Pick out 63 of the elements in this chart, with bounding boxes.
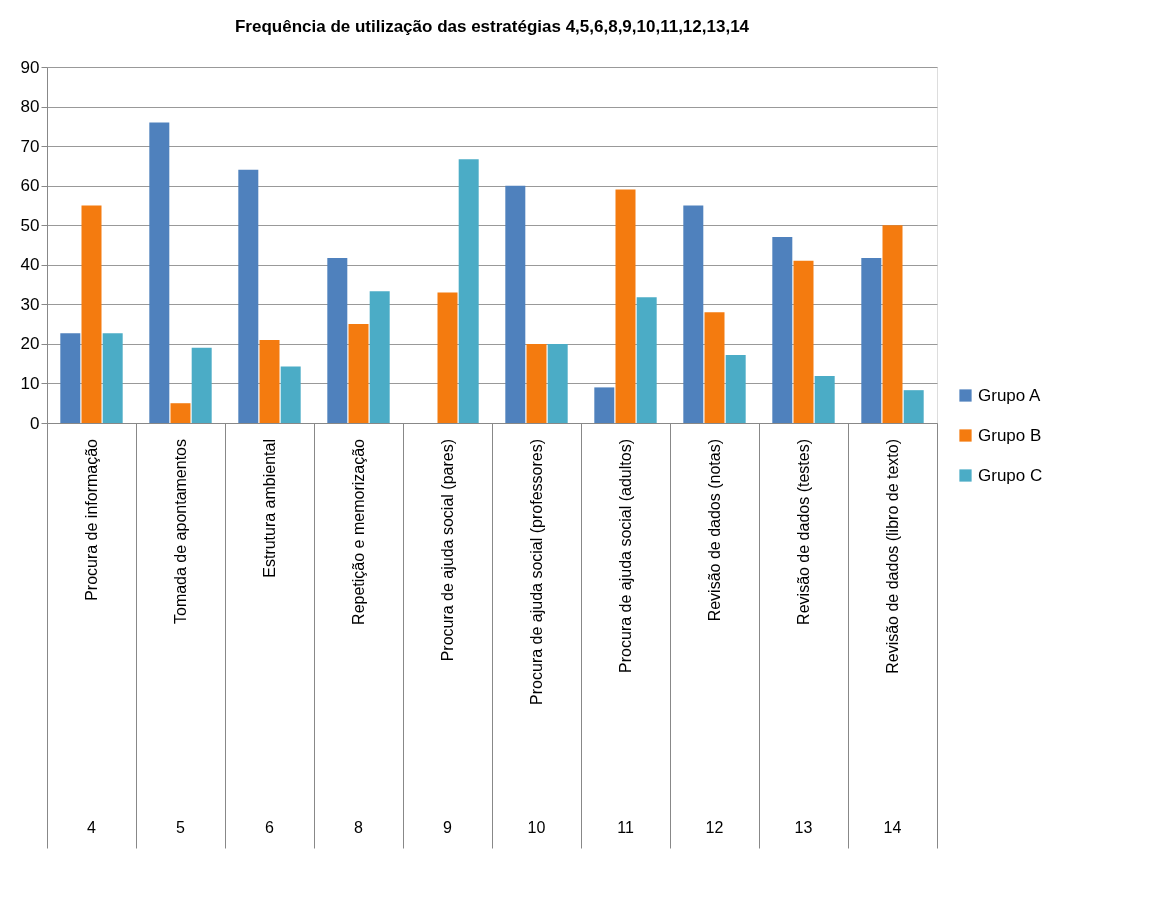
x-tick-label: Revisão de dados (notas) <box>705 439 723 622</box>
bar <box>149 122 170 423</box>
chart-title: Frequência de utilização das estratégias 4,5,6,8,9,10,11,12,13,14 <box>234 17 750 36</box>
y-tick-label: 20 <box>20 334 40 354</box>
bar <box>259 339 280 423</box>
y-tick-label: 90 <box>20 57 40 77</box>
bar <box>60 333 81 423</box>
bar <box>547 343 568 423</box>
text: 12 <box>705 819 724 836</box>
y-tick-label: 80 <box>20 97 40 117</box>
bar <box>437 292 458 423</box>
bar <box>81 205 102 423</box>
bar <box>636 297 657 423</box>
bar <box>615 189 636 423</box>
text: 6 <box>265 819 275 836</box>
x-tick-label: Procura de informação <box>82 438 100 601</box>
bar <box>594 387 615 423</box>
legend-label: Grupo C <box>978 465 1043 485</box>
bar <box>238 169 259 423</box>
text: 5 <box>176 819 186 836</box>
bar <box>327 258 348 423</box>
x-tick-label: Revisão de dados (testes) <box>794 439 812 625</box>
text: 9 <box>443 819 453 836</box>
y-tick-label: 60 <box>20 176 40 196</box>
x-tick-label: Tomada de apontamentos <box>171 439 189 625</box>
bar <box>369 291 390 423</box>
bar <box>793 260 814 423</box>
bar <box>882 225 903 423</box>
bar <box>814 375 835 423</box>
bar <box>505 185 526 423</box>
text: 10 <box>527 819 546 836</box>
text: 11 <box>617 819 634 836</box>
bar <box>170 403 191 423</box>
bar <box>704 312 725 423</box>
y-tick-label: 0 <box>30 413 40 433</box>
y-tick-label: 70 <box>20 136 40 156</box>
x-tick-label: Procura de ajuda social (professores) <box>527 439 545 705</box>
bar <box>861 258 882 423</box>
text: 8 <box>354 819 364 836</box>
bar <box>526 343 547 423</box>
x-tick-label: Estrutura ambiental <box>260 439 278 578</box>
bar <box>348 324 369 423</box>
text: 13 <box>794 819 813 836</box>
y-tick-label: 10 <box>20 373 40 393</box>
y-tick-label: 40 <box>20 255 40 275</box>
bar <box>458 159 479 423</box>
text: 4 <box>87 819 97 836</box>
x-tick-label: Repetição e memorização <box>349 438 367 625</box>
bar <box>191 347 212 423</box>
y-tick-label: 50 <box>20 215 40 235</box>
bar <box>903 390 924 423</box>
legend-label: Grupo B <box>978 425 1042 445</box>
legend-label: Grupo A <box>978 385 1042 405</box>
y-tick-label: 30 <box>20 294 40 314</box>
text: 14 <box>883 819 902 836</box>
bar <box>280 366 301 423</box>
bar <box>102 333 123 423</box>
bar <box>772 237 793 423</box>
x-tick-label: Procura de ajuda social (pares) <box>438 439 456 662</box>
bar <box>683 205 704 423</box>
x-tick-label: Revisão de dados (libro de texto) <box>883 439 901 674</box>
x-tick-label: Procura de ajuda social (adultos) <box>616 439 634 673</box>
bar <box>725 354 746 423</box>
